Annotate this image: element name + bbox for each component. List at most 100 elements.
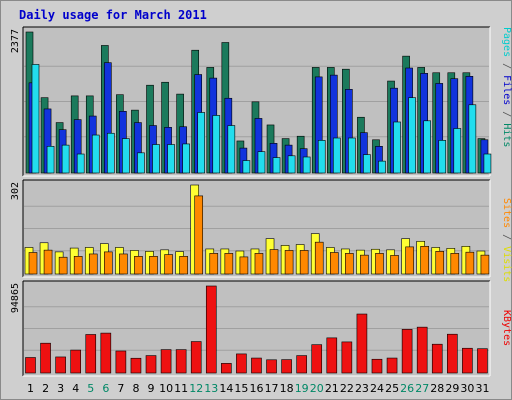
bar-pages-23 — [363, 154, 371, 174]
x-tick-label-16: 16 — [250, 382, 264, 395]
bar-sites-26 — [405, 246, 414, 275]
bar-sites-11 — [179, 256, 188, 275]
x-tick-label-11: 11 — [174, 382, 188, 395]
bar-pages-27 — [423, 120, 431, 174]
x-tick-label-17: 17 — [265, 382, 279, 395]
legend-entry: Sites — [501, 198, 512, 228]
bar-kbytes-9 — [145, 355, 157, 374]
x-tick-label-5: 5 — [87, 382, 94, 395]
bar-kbytes-17 — [266, 359, 277, 374]
bar-pages-13 — [212, 115, 221, 174]
bar-pages-9 — [152, 144, 160, 174]
bar-sites-18 — [284, 250, 294, 275]
bar-kbytes-19 — [296, 355, 307, 374]
bar-sites-23 — [360, 254, 369, 275]
bar-sites-31 — [480, 254, 490, 275]
x-tick-label-26: 26 — [400, 382, 414, 395]
x-tick-label-12: 12 — [189, 382, 203, 395]
x-tick-label-6: 6 — [102, 382, 109, 395]
x-tick-label-2: 2 — [42, 382, 49, 395]
bar-pages-17 — [272, 157, 281, 174]
bar-sites-14 — [224, 253, 234, 275]
bar-kbytes-5 — [85, 334, 97, 374]
x-tick-label-18: 18 — [280, 382, 294, 395]
bar-sites-19 — [299, 250, 309, 275]
bar-kbytes-2 — [40, 342, 51, 374]
bar-kbytes-7 — [115, 350, 127, 374]
bar-sites-17 — [269, 249, 279, 275]
x-tick-label-19: 19 — [295, 382, 309, 395]
x-tick-label-30: 30 — [460, 382, 474, 395]
bar-sites-8 — [134, 256, 143, 275]
legend-entry: / — [501, 228, 512, 246]
bar-pages-31 — [483, 153, 492, 174]
bar-pages-19 — [302, 156, 311, 174]
legend-entry: / — [501, 105, 512, 123]
y-max-label: 94865 — [10, 283, 21, 313]
x-tick-label-9: 9 — [148, 382, 155, 395]
bar-kbytes-23 — [356, 313, 368, 374]
bar-sites-10 — [164, 254, 173, 275]
bar-kbytes-31 — [477, 348, 488, 374]
bar-pages-24 — [378, 160, 386, 174]
bar-pages-30 — [468, 104, 477, 174]
x-tick-label-3: 3 — [57, 382, 64, 395]
bar-sites-4 — [73, 256, 83, 275]
bar-pages-14 — [227, 125, 236, 174]
bar-pages-15 — [242, 160, 251, 174]
bar-kbytes-29 — [447, 333, 458, 374]
x-tick-label-13: 13 — [204, 382, 218, 395]
x-tick-label-22: 22 — [340, 382, 354, 395]
bar-pages-20 — [317, 140, 326, 174]
bar-sites-3 — [58, 256, 68, 275]
bar-sites-20 — [314, 241, 324, 275]
bar-pages-6 — [107, 132, 115, 174]
bar-pages-10 — [167, 144, 175, 174]
legend-hits-files-pages: Pages / Files / Hits — [501, 27, 512, 147]
bar-kbytes-10 — [160, 349, 172, 374]
legend-entry: / — [501, 57, 512, 75]
x-tick-label-8: 8 — [132, 382, 139, 395]
bar-kbytes-4 — [70, 349, 81, 374]
bar-sites-25 — [390, 255, 399, 275]
bar-sites-12 — [194, 195, 204, 275]
bar-sites-6 — [104, 251, 113, 275]
bar-pages-11 — [182, 143, 190, 174]
x-tick-label-7: 7 — [117, 382, 124, 395]
bar-sites-1 — [28, 252, 38, 275]
bar-kbytes-30 — [462, 347, 473, 374]
bar-sites-21 — [329, 252, 339, 275]
bar-kbytes-1 — [25, 357, 36, 374]
x-tick-label-4: 4 — [72, 382, 79, 395]
x-tick-label-25: 25 — [385, 382, 399, 395]
bar-sites-24 — [375, 253, 384, 275]
x-tick-label-27: 27 — [415, 382, 429, 395]
bar-pages-25 — [393, 121, 401, 174]
y-max-label: 302 — [10, 182, 21, 200]
bar-pages-4 — [76, 153, 85, 174]
bar-kbytes-20 — [311, 344, 323, 374]
x-tick-label-29: 29 — [445, 382, 459, 395]
bar-kbytes-11 — [175, 349, 187, 374]
bar-kbytes-24 — [371, 358, 383, 374]
legend-visits-sites: Sites / Visits — [501, 198, 512, 282]
legend-entry: Hits — [501, 123, 512, 147]
chart-title: Daily usage for March 2011 — [19, 8, 207, 22]
bar-pages-28 — [438, 140, 447, 174]
bar-sites-9 — [149, 256, 158, 275]
bar-sites-5 — [88, 253, 98, 275]
bar-sites-27 — [420, 245, 429, 275]
bar-sites-7 — [119, 253, 128, 275]
bar-pages-3 — [61, 144, 70, 174]
legend-entry: KBytes — [501, 310, 512, 346]
bar-kbytes-18 — [281, 359, 292, 374]
bar-pages-12 — [197, 112, 206, 174]
bar-pages-22 — [348, 137, 356, 174]
x-tick-label-10: 10 — [159, 382, 173, 395]
x-tick-label-31: 31 — [475, 382, 489, 395]
bar-sites-15 — [239, 256, 249, 275]
bar-pages-8 — [137, 152, 145, 174]
bar-kbytes-14 — [221, 363, 232, 374]
bar-sites-29 — [450, 253, 460, 275]
bar-kbytes-27 — [416, 326, 428, 374]
